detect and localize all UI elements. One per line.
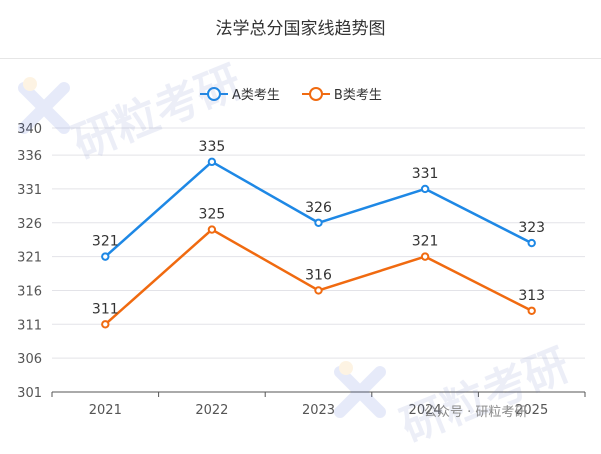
y-tick-label: 316 bbox=[17, 284, 42, 299]
legend-swatch-b bbox=[301, 86, 330, 101]
y-tick-label: 326 bbox=[17, 217, 42, 232]
y-tick-label: 331 bbox=[17, 183, 42, 198]
data-point-a bbox=[527, 238, 536, 248]
data-label-a: 331 bbox=[412, 166, 439, 182]
y-tick-label: 311 bbox=[17, 318, 42, 333]
data-point-a bbox=[314, 218, 323, 227]
watermark-logo bbox=[18, 77, 70, 134]
data-label-a: 326 bbox=[305, 200, 332, 216]
data-label-a: 321 bbox=[92, 234, 119, 250]
line-chart: 301 306 311 316 321 326 331 336 340 2021 2022 2023 2… bbox=[17, 77, 586, 418]
chart-title: 法学总分国家线趋势图 bbox=[215, 19, 386, 39]
data-label-a: 323 bbox=[518, 220, 545, 236]
legend-item-a[interactable]: A类考生 bbox=[200, 84, 280, 103]
header-divider bbox=[0, 58, 601, 59]
data-label-b: 313 bbox=[518, 288, 545, 304]
chart-legend: A类考生 B类考生 bbox=[200, 84, 382, 103]
data-point-b bbox=[207, 225, 217, 234]
legend-label-a: A类考生 bbox=[232, 88, 280, 103]
data-point-a bbox=[101, 252, 110, 261]
data-point-b bbox=[314, 286, 323, 295]
watermark-credit: 公众号 · 研粒考研 bbox=[424, 405, 528, 420]
x-tick-label: 2022 bbox=[195, 403, 228, 418]
y-tick-label: 301 bbox=[17, 386, 42, 401]
x-tick-label: 2023 bbox=[302, 403, 335, 418]
legend-label-b: B类考生 bbox=[333, 88, 382, 103]
x-tick-label: 2021 bbox=[89, 403, 122, 418]
data-label-b: 321 bbox=[412, 234, 439, 250]
data-point-b bbox=[527, 306, 536, 315]
y-tick-label: 336 bbox=[17, 149, 42, 164]
data-point-b bbox=[420, 252, 430, 261]
y-tick-label: 340 bbox=[17, 122, 42, 137]
data-label-b: 325 bbox=[199, 207, 226, 223]
legend-swatch-a bbox=[200, 86, 228, 101]
y-tick-label: 321 bbox=[17, 251, 42, 266]
data-point-b bbox=[101, 320, 110, 329]
watermark-logo bbox=[334, 361, 386, 418]
x-tick-label: 2025 bbox=[515, 403, 548, 418]
data-label-b: 311 bbox=[92, 301, 119, 317]
data-label-b: 316 bbox=[305, 267, 332, 283]
data-point-a bbox=[207, 157, 217, 167]
y-tick-label: 306 bbox=[17, 352, 42, 367]
data-point-a bbox=[420, 184, 430, 194]
data-label-a: 335 bbox=[199, 139, 226, 155]
legend-item-b[interactable]: B类考生 bbox=[301, 84, 382, 103]
x-tick-label: 2024 bbox=[409, 403, 442, 418]
